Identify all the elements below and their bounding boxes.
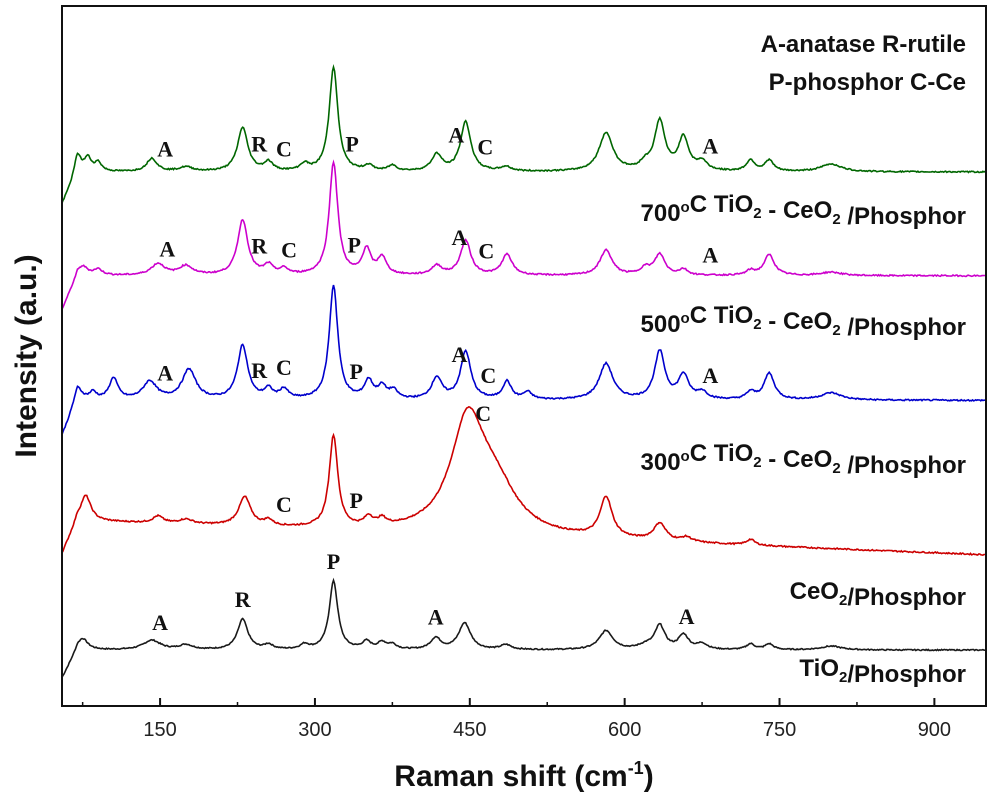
plot-frame <box>61 5 987 707</box>
axes: 150 300 450 600 750 900 Raman shift (cm-1) Inte… <box>10 5 987 793</box>
peak-annotation-R: R <box>235 587 252 612</box>
series-label-3: 500oC TiO2 - CeO2 /Phosphor <box>641 302 967 341</box>
series-label-2: 300oC TiO2 - CeO2 /Phosphor <box>641 440 967 479</box>
peak-annotation-A: A <box>428 605 444 630</box>
peak-annotation-P: P <box>345 131 358 156</box>
peak-annotation-A: A <box>452 225 468 250</box>
peak-annotation-A: A <box>159 237 175 262</box>
peak-annotation-A: A <box>702 363 718 388</box>
peak-annotation-C: C <box>276 355 292 380</box>
peak-annotation-P: P <box>350 359 363 384</box>
peak-annotation-A: A <box>452 342 468 367</box>
peak-annotation-A: A <box>157 360 173 385</box>
series-line-3 <box>61 159 987 310</box>
x-tick-label: 900 <box>918 719 951 741</box>
x-tick-label: 750 <box>763 719 796 741</box>
series-labels: TiO2/Phosphor CeO2/Phosphor 300oC TiO2 - C… <box>641 191 967 688</box>
series-line-2 <box>61 284 987 435</box>
series-label-4: 700oC TiO2 - CeO2 /Phosphor <box>641 191 967 230</box>
series-label-1: CeO2/Phosphor <box>790 578 966 611</box>
series-label-0: TiO2/Phosphor <box>799 655 966 688</box>
peak-annotation-C: C <box>480 363 496 388</box>
peak-annotation-C: C <box>276 136 292 161</box>
peak-annotation-P: P <box>327 549 340 574</box>
legend-line-0: A-anatase R-rutile <box>761 31 966 58</box>
x-tick-label: 150 <box>143 719 176 741</box>
peak-annotation-A: A <box>152 610 168 635</box>
x-tick-label: 600 <box>608 719 641 741</box>
plot-area <box>61 63 987 678</box>
peak-annotation-R: R <box>251 132 268 157</box>
peak-annotation-R: R <box>251 234 268 259</box>
peak-annotation-A: A <box>679 604 695 629</box>
legend-line-1: P-phosphor C-Ce <box>769 69 966 96</box>
y-axis-title: Intensity (a.u.) <box>10 254 43 457</box>
peak-annotation-A: A <box>448 123 464 148</box>
peak-annotation-A: A <box>702 134 718 159</box>
peak-annotation-C: C <box>475 401 491 426</box>
x-tick-label: 450 <box>453 719 486 741</box>
peak-annotation-P: P <box>350 488 363 513</box>
series-line-4 <box>61 63 987 204</box>
peak-annotation-P: P <box>347 232 360 257</box>
legend-box: A-anatase R-rutile P-phosphor C-Ce <box>761 31 966 96</box>
peak-annotation-A: A <box>157 136 173 161</box>
peak-annotation-C: C <box>477 134 493 159</box>
peak-annotation-A: A <box>702 243 718 268</box>
peak-annotation-C: C <box>276 492 292 517</box>
peak-annotation-C: C <box>281 238 297 263</box>
series-line-0 <box>61 577 987 678</box>
peak-annotation-C: C <box>478 239 494 264</box>
series-line-1 <box>61 406 987 557</box>
x-tick-label: 300 <box>298 719 331 741</box>
peak-annotation-R: R <box>251 358 268 383</box>
x-axis-title: Raman shift (cm-1) <box>394 758 653 793</box>
